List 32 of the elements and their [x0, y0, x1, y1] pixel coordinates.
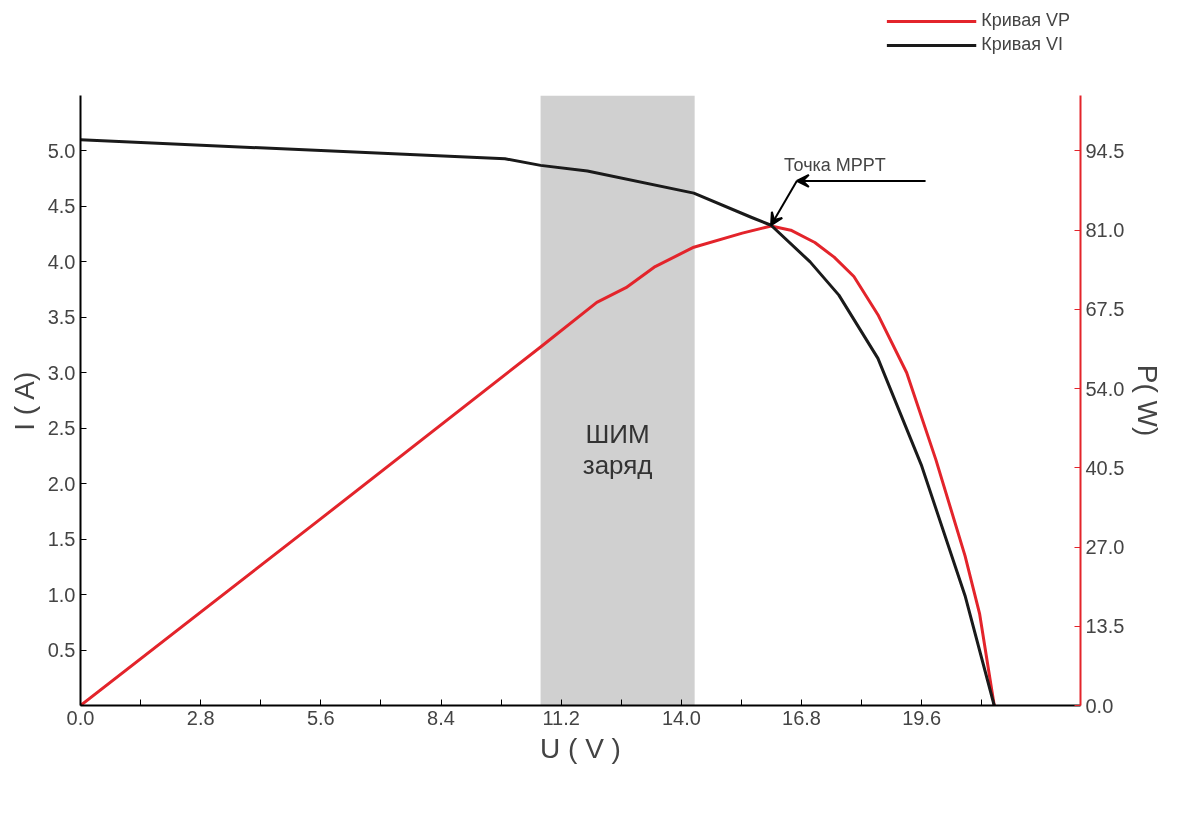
y-tick-label: 3.5 — [47, 306, 76, 329]
y2-tick-label: 27.0 — [1085, 536, 1125, 559]
y-tick-label: 2.0 — [47, 472, 76, 495]
x-tick-label: 0.0 — [66, 706, 95, 729]
y2-axis-title: P( W) — [1132, 364, 1164, 437]
y2-tick-label: 94.5 — [1085, 139, 1125, 162]
y-tick-label: 2.5 — [47, 417, 76, 440]
x-tick-label: 16.8 — [782, 706, 821, 729]
x-tick-label: 14.0 — [661, 706, 701, 729]
y2-tick-label: 40.5 — [1085, 456, 1125, 479]
y-tick-label: 4.0 — [47, 250, 76, 273]
annotation: Точка MPPT — [783, 155, 886, 176]
x-tick-label: 11.2 — [542, 706, 580, 729]
y2-tick-label: 54.0 — [1085, 377, 1125, 400]
x-tick-label: 8.4 — [427, 706, 455, 729]
y-tick-label: 4.5 — [47, 195, 76, 218]
x-tick-label: 2.8 — [186, 706, 215, 729]
y2-tick-label: 13.5 — [1085, 615, 1125, 638]
x-axis-title: U ( V ) — [540, 732, 621, 764]
x-tick-label: 19.6 — [902, 706, 942, 729]
y-tick-label: 1.0 — [47, 583, 76, 606]
y-tick-label: 5.0 — [47, 139, 76, 162]
band-label: ШИМ заряд — [582, 419, 653, 481]
y-tick-label: 1.5 — [47, 528, 76, 551]
legend-label: Кривая VI — [981, 34, 1063, 55]
x-tick-label: 5.6 — [306, 706, 335, 729]
y-axis-title: I ( A) — [8, 371, 40, 431]
y-tick-label: 3.0 — [47, 361, 76, 384]
y2-tick-label: 67.5 — [1085, 298, 1125, 321]
y2-tick-label: 81.0 — [1085, 219, 1125, 242]
legend-label: Кривая VP — [981, 10, 1070, 31]
y-tick-label: 0.5 — [47, 639, 76, 662]
